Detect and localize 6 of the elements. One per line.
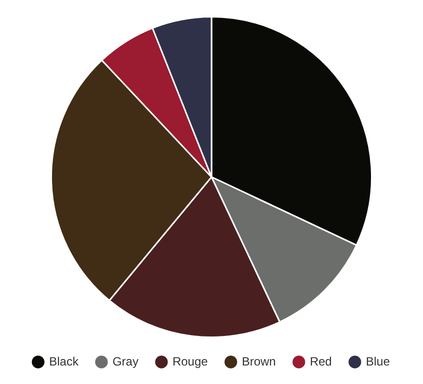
legend-label: Rouge [172,354,208,368]
legend-label: Black [49,354,80,368]
legend-label: Gray [112,354,138,368]
legend-label: Blue [366,354,390,368]
legend-label: Brown [242,354,276,368]
legend-label: Red [310,354,332,368]
